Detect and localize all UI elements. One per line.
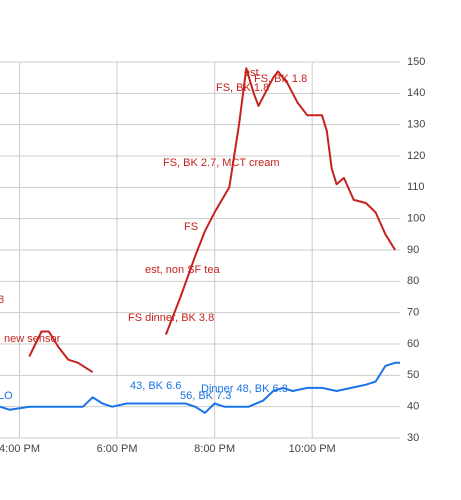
x-tick-label: 4:00 PM: [0, 443, 40, 455]
annotation: FS: [184, 221, 198, 233]
annotation: Dinner 48, BK 6.3: [201, 383, 288, 395]
y-tick-label: 130: [407, 119, 425, 131]
annotation: LO: [0, 390, 13, 402]
annotation: FS dinner, BK 3.8: [128, 312, 214, 324]
y-tick-label: 110: [407, 181, 425, 193]
series-line: [28, 67, 396, 374]
y-tick-label: 140: [407, 87, 425, 99]
y-tick-label: 120: [407, 150, 425, 162]
y-tick-label: 90: [407, 244, 419, 256]
annotation: est, non SF tea: [145, 264, 220, 276]
annotation: 8: [0, 294, 4, 306]
annotation: 43, BK 6.6: [130, 380, 181, 392]
x-tick-label: 10:00 PM: [289, 443, 336, 455]
annotation: est: [244, 67, 259, 79]
annotation: new sensor: [4, 333, 61, 345]
annotation: FS, BK 1.8: [216, 82, 269, 94]
y-tick-label: 80: [407, 275, 419, 287]
y-tick-label: 30: [407, 432, 419, 444]
y-tick-label: 150: [407, 56, 425, 68]
y-tick-label: 60: [407, 338, 419, 350]
y-tick-label: 70: [407, 307, 419, 319]
y-tick-label: 40: [407, 401, 419, 413]
annotation: 56, BK 7.3: [180, 390, 231, 402]
y-tick-label: 100: [407, 213, 425, 225]
annotation: FS, BK 1.8: [254, 73, 307, 85]
y-tick-label: 50: [407, 369, 419, 381]
series-line: [0, 361, 400, 414]
x-tick-label: 6:00 PM: [97, 443, 138, 455]
x-tick-label: 8:00 PM: [194, 443, 235, 455]
annotation: FS, BK 2.7, MCT cream: [163, 157, 280, 169]
